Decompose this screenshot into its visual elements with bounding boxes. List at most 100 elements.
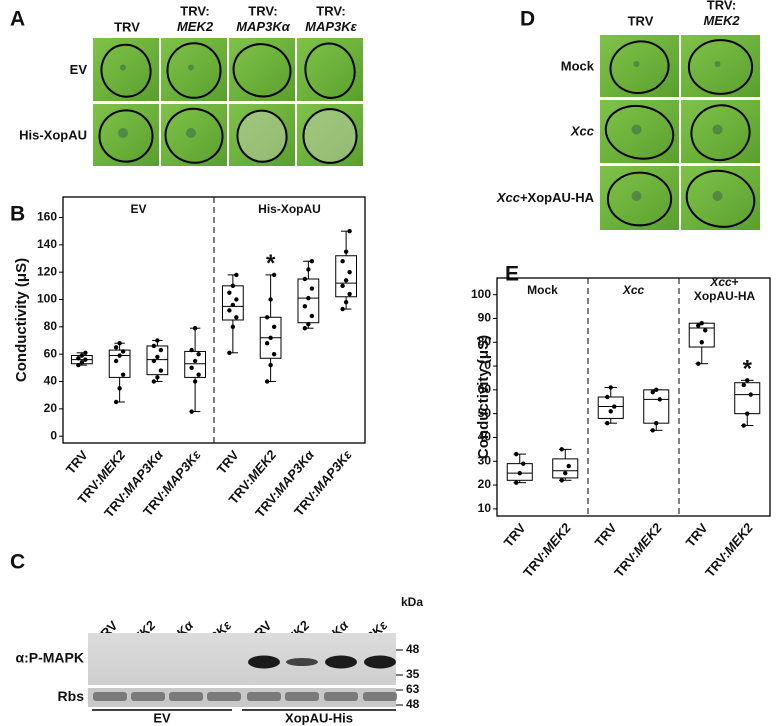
data-point bbox=[745, 378, 750, 383]
y-tick-label: 20 bbox=[44, 401, 58, 415]
data-point bbox=[83, 350, 88, 355]
y-tick-label: 10 bbox=[478, 501, 492, 515]
data-point bbox=[234, 315, 239, 320]
data-point bbox=[566, 463, 571, 469]
panel-letter: A bbox=[10, 8, 25, 31]
infiltration-outline bbox=[302, 108, 358, 164]
data-point bbox=[608, 385, 613, 390]
y-tick-label: 0 bbox=[50, 428, 57, 442]
y-tick-label: 30 bbox=[478, 453, 492, 467]
panel-letter: C bbox=[10, 551, 25, 574]
data-point bbox=[120, 349, 126, 354]
band bbox=[207, 692, 241, 701]
infiltration-outline bbox=[232, 43, 292, 98]
data-point bbox=[227, 290, 232, 295]
blot-label: α:P-MAPK bbox=[16, 650, 85, 666]
y-tick-label: 80 bbox=[478, 334, 492, 348]
data-point bbox=[703, 328, 708, 333]
x-tick-label: TRV bbox=[501, 520, 529, 550]
data-point bbox=[612, 404, 617, 409]
data-point bbox=[343, 300, 349, 305]
infiltration-spot bbox=[712, 191, 723, 201]
data-point bbox=[113, 358, 119, 364]
y-tick-label: 100 bbox=[37, 292, 57, 306]
plot-frame bbox=[496, 277, 771, 517]
data-point bbox=[696, 323, 701, 328]
infiltration-outline bbox=[304, 42, 356, 99]
infiltration-spot bbox=[186, 128, 196, 138]
data-point bbox=[76, 362, 81, 368]
significance-mark: * bbox=[266, 250, 276, 277]
data-point bbox=[605, 394, 610, 400]
y-tick-label: 50 bbox=[478, 406, 492, 420]
data-point bbox=[155, 338, 160, 343]
y-tick-label: 120 bbox=[37, 264, 57, 278]
band bbox=[169, 692, 203, 701]
data-point bbox=[230, 302, 236, 308]
data-point bbox=[340, 283, 345, 289]
infiltration-outline bbox=[690, 104, 751, 162]
box bbox=[335, 255, 358, 298]
data-point bbox=[302, 276, 308, 282]
data-point bbox=[306, 295, 311, 301]
box bbox=[146, 345, 169, 376]
data-point bbox=[189, 365, 194, 371]
data-point bbox=[268, 335, 273, 340]
data-point bbox=[271, 324, 277, 330]
x-tick-label: TRV bbox=[683, 520, 711, 550]
band bbox=[285, 692, 319, 701]
band bbox=[93, 692, 127, 701]
data-point bbox=[151, 358, 157, 364]
row-label: Xcc+XopAU-HA bbox=[496, 190, 595, 205]
infiltration-outline bbox=[166, 42, 222, 99]
data-point bbox=[117, 341, 122, 346]
data-point bbox=[309, 313, 315, 319]
data-point bbox=[227, 350, 232, 355]
data-point bbox=[514, 480, 519, 485]
y-axis-label: Conductivity (μS) bbox=[13, 258, 30, 382]
data-point bbox=[192, 358, 198, 364]
column-header: TRV: bbox=[316, 3, 345, 18]
marker-label: 35 bbox=[406, 667, 420, 681]
row-label: EV bbox=[70, 62, 88, 77]
infiltration-outline bbox=[687, 39, 754, 95]
data-point bbox=[699, 321, 704, 326]
data-point bbox=[79, 353, 85, 358]
y-tick-label: 160 bbox=[37, 210, 57, 224]
panel-letter: D bbox=[520, 8, 535, 31]
leaf-photo bbox=[297, 38, 363, 101]
group-label: XopAU-His bbox=[285, 710, 353, 725]
band bbox=[286, 658, 318, 666]
data-point bbox=[654, 387, 659, 393]
data-point bbox=[302, 326, 308, 331]
data-point bbox=[113, 345, 119, 350]
data-point bbox=[234, 297, 239, 302]
y-tick-label: 60 bbox=[478, 382, 492, 396]
y-tick-label: 100 bbox=[471, 287, 491, 301]
band bbox=[131, 692, 165, 701]
infiltration-spot bbox=[631, 124, 642, 135]
significance-mark: * bbox=[743, 356, 753, 383]
data-point bbox=[654, 420, 659, 426]
marker-label: 48 bbox=[406, 697, 420, 711]
data-point bbox=[340, 306, 345, 312]
leaf-photo bbox=[161, 38, 227, 101]
column-header: TRV: bbox=[707, 0, 736, 12]
unit-label: kDa bbox=[401, 595, 423, 609]
data-point bbox=[113, 399, 119, 405]
column-header: MEK2 bbox=[177, 19, 214, 34]
data-point bbox=[347, 228, 352, 234]
data-point bbox=[151, 343, 157, 349]
box bbox=[184, 350, 207, 378]
infiltration-outline bbox=[236, 109, 288, 163]
column-header: TRV bbox=[114, 19, 140, 34]
box bbox=[108, 349, 131, 378]
data-point bbox=[158, 347, 164, 353]
data-point bbox=[605, 420, 610, 426]
data-point bbox=[155, 375, 160, 380]
blot-label: Rbs bbox=[58, 688, 85, 704]
y-tick-label: 40 bbox=[478, 430, 492, 444]
data-point bbox=[117, 386, 122, 391]
data-point bbox=[347, 291, 352, 297]
